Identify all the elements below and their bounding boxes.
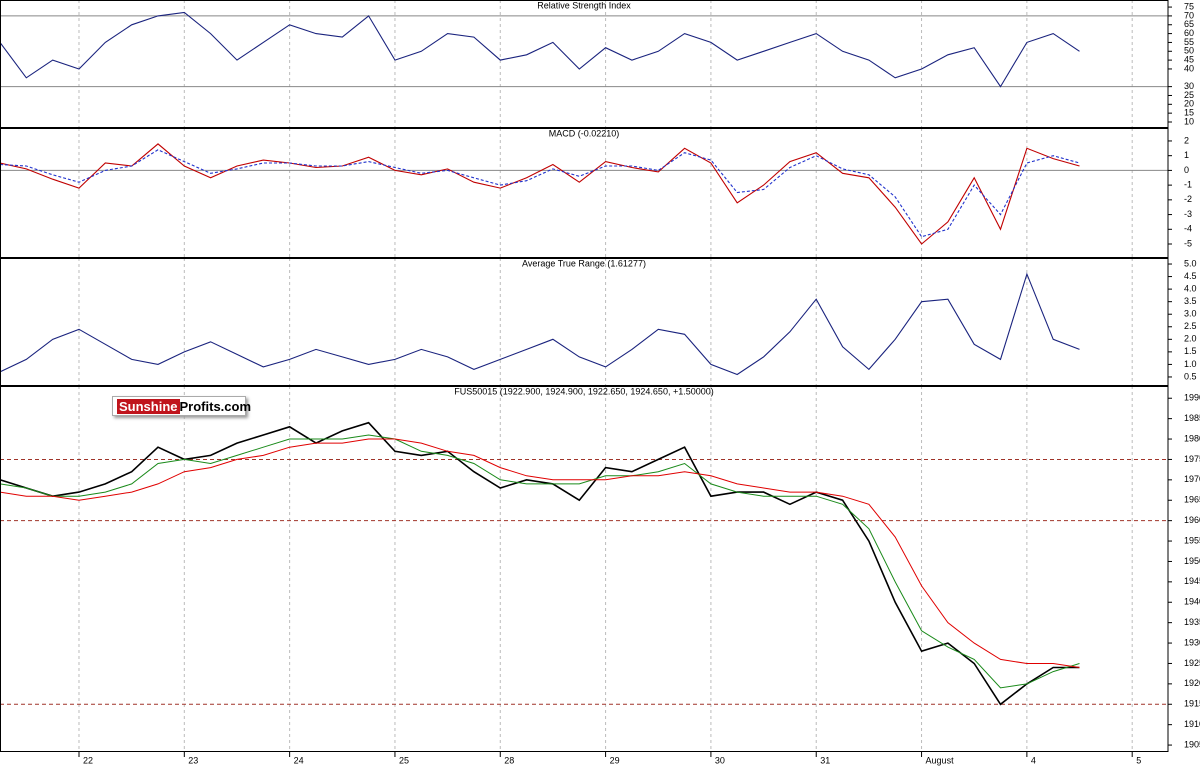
y-tick-label: 1955: [1184, 535, 1200, 545]
x-tick-label: 28: [504, 755, 514, 765]
y-tick-label: -1: [1184, 179, 1192, 189]
y-tick-label: 1945: [1184, 576, 1200, 586]
y-tick-label: 1930: [1184, 637, 1200, 647]
y-tick-label: 3.0: [1184, 309, 1197, 319]
y-tick-label: 1960: [1184, 515, 1200, 525]
y-tick-label: 2: [1184, 135, 1189, 145]
x-tick-label: 23: [188, 755, 198, 765]
panel-frame: [0, 258, 1169, 386]
y-tick-label: -5: [1184, 238, 1192, 248]
y-tick-label: 65: [1184, 19, 1194, 29]
y-tick-label: 60: [1184, 28, 1194, 38]
series-line: [0, 272, 1080, 376]
y-tick-label: 1: [1184, 150, 1189, 160]
y-tick-label: 75: [1184, 1, 1194, 11]
y-tick-label: 1950: [1184, 556, 1200, 566]
y-tick-label: 1905: [1184, 739, 1200, 749]
panel-frame: [0, 128, 1169, 258]
y-tick-label: 2.0: [1184, 334, 1197, 344]
y-tick-label: 1910: [1184, 719, 1200, 729]
y-tick-label: 4.0: [1184, 283, 1197, 293]
x-tick-label: 4: [1031, 755, 1036, 765]
logo-part: Profits.com: [179, 399, 252, 414]
series-line: [0, 438, 1080, 668]
y-tick-label: 1915: [1184, 699, 1200, 709]
y-tick-label: 0: [1184, 165, 1189, 175]
series-line: [0, 421, 1080, 706]
x-tick-label: 22: [83, 755, 93, 765]
series-line: [0, 149, 1080, 238]
y-tick-label: 1970: [1184, 474, 1200, 484]
panel-title: Relative Strength Index: [537, 0, 631, 10]
logo: Sunshine Profits.com: [112, 396, 251, 416]
y-tick-label: 2.5: [1184, 321, 1197, 331]
x-tick-label: 24: [294, 755, 304, 765]
x-tick-label: 5: [1136, 755, 1141, 765]
y-tick-label: 55: [1184, 37, 1194, 47]
panel-title: MACD (-0.02210): [549, 128, 620, 138]
y-tick-label: 15: [1184, 108, 1194, 118]
y-tick-label: 1975: [1184, 454, 1200, 464]
y-tick-label: 1920: [1184, 678, 1200, 688]
y-tick-label: 30: [1184, 81, 1194, 91]
y-tick-label: 10: [1184, 116, 1194, 126]
y-tick-label: -4: [1184, 224, 1192, 234]
panel-title: FUS50015 (1922.900, 1924.900, 1922.650, …: [454, 386, 713, 396]
y-tick-label: 1.5: [1184, 346, 1197, 356]
x-tick-label: 30: [715, 755, 725, 765]
y-tick-label: 4.5: [1184, 271, 1197, 281]
series-line: [0, 143, 1080, 245]
y-tick-label: 1990: [1184, 393, 1200, 403]
y-tick-label: 1980: [1184, 433, 1200, 443]
y-tick-label: 45: [1184, 54, 1194, 64]
series-line: [0, 434, 1080, 689]
y-tick-label: 70: [1184, 10, 1194, 20]
y-tick-label: 50: [1184, 46, 1194, 56]
y-tick-label: 25: [1184, 90, 1194, 100]
y-tick-label: -2: [1184, 194, 1192, 204]
x-tick-label: 31: [820, 755, 830, 765]
y-tick-label: 1940: [1184, 597, 1200, 607]
y-tick-label: 1935: [1184, 617, 1200, 627]
y-tick-label: 3.5: [1184, 296, 1197, 306]
panel-title: Average True Range (1.61277): [522, 258, 646, 268]
logo-part: Sunshine: [117, 399, 180, 414]
x-tick-label: 25: [399, 755, 409, 765]
x-tick-label: August: [926, 755, 955, 765]
y-tick-label: 5.0: [1184, 258, 1197, 268]
y-tick-label: 1.0: [1184, 359, 1197, 369]
y-tick-label: 20: [1184, 99, 1194, 109]
y-tick-label: 1925: [1184, 658, 1200, 668]
y-tick-label: 1985: [1184, 413, 1200, 423]
x-tick-label: 29: [610, 755, 620, 765]
panel-frame: [0, 0, 1169, 128]
y-tick-label: 1965: [1184, 495, 1200, 505]
panel-frame: [0, 386, 1169, 752]
series-line: [0, 11, 1080, 88]
y-tick-label: 40: [1184, 63, 1194, 73]
y-tick-label: -3: [1184, 209, 1192, 219]
y-tick-label: 0.5: [1184, 371, 1197, 381]
